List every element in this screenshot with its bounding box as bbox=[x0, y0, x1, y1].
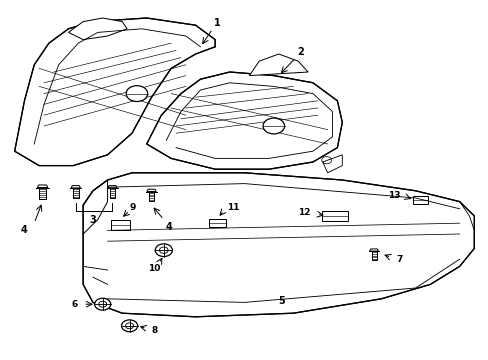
Polygon shape bbox=[209, 219, 225, 228]
Circle shape bbox=[121, 320, 138, 332]
Circle shape bbox=[263, 118, 284, 134]
Text: 2: 2 bbox=[297, 47, 304, 57]
Text: 4: 4 bbox=[21, 225, 28, 235]
Polygon shape bbox=[369, 249, 378, 251]
Text: 8: 8 bbox=[151, 325, 158, 335]
Polygon shape bbox=[107, 186, 117, 188]
Text: 13: 13 bbox=[387, 191, 400, 199]
Text: 6: 6 bbox=[71, 300, 77, 309]
Polygon shape bbox=[322, 155, 342, 173]
Polygon shape bbox=[146, 72, 342, 169]
Polygon shape bbox=[73, 188, 79, 198]
Text: 3: 3 bbox=[89, 215, 96, 225]
Polygon shape bbox=[37, 185, 48, 188]
Polygon shape bbox=[412, 195, 427, 204]
Polygon shape bbox=[146, 189, 156, 192]
Text: 9: 9 bbox=[129, 202, 136, 211]
Polygon shape bbox=[109, 188, 115, 198]
Polygon shape bbox=[68, 18, 127, 40]
Polygon shape bbox=[111, 220, 130, 230]
Polygon shape bbox=[40, 188, 45, 199]
Text: 11: 11 bbox=[227, 202, 240, 211]
Circle shape bbox=[155, 244, 172, 257]
Text: 10: 10 bbox=[148, 264, 161, 273]
Text: 7: 7 bbox=[395, 255, 402, 264]
Circle shape bbox=[94, 298, 110, 310]
Polygon shape bbox=[148, 192, 154, 201]
Circle shape bbox=[126, 86, 147, 102]
Text: 4: 4 bbox=[165, 222, 172, 232]
Text: 5: 5 bbox=[277, 296, 284, 306]
Polygon shape bbox=[15, 18, 215, 166]
Polygon shape bbox=[83, 173, 473, 317]
Polygon shape bbox=[321, 211, 347, 221]
Text: 12: 12 bbox=[297, 208, 310, 217]
Polygon shape bbox=[371, 251, 376, 260]
Text: 1: 1 bbox=[214, 18, 221, 28]
Polygon shape bbox=[71, 186, 81, 188]
Polygon shape bbox=[249, 54, 307, 76]
